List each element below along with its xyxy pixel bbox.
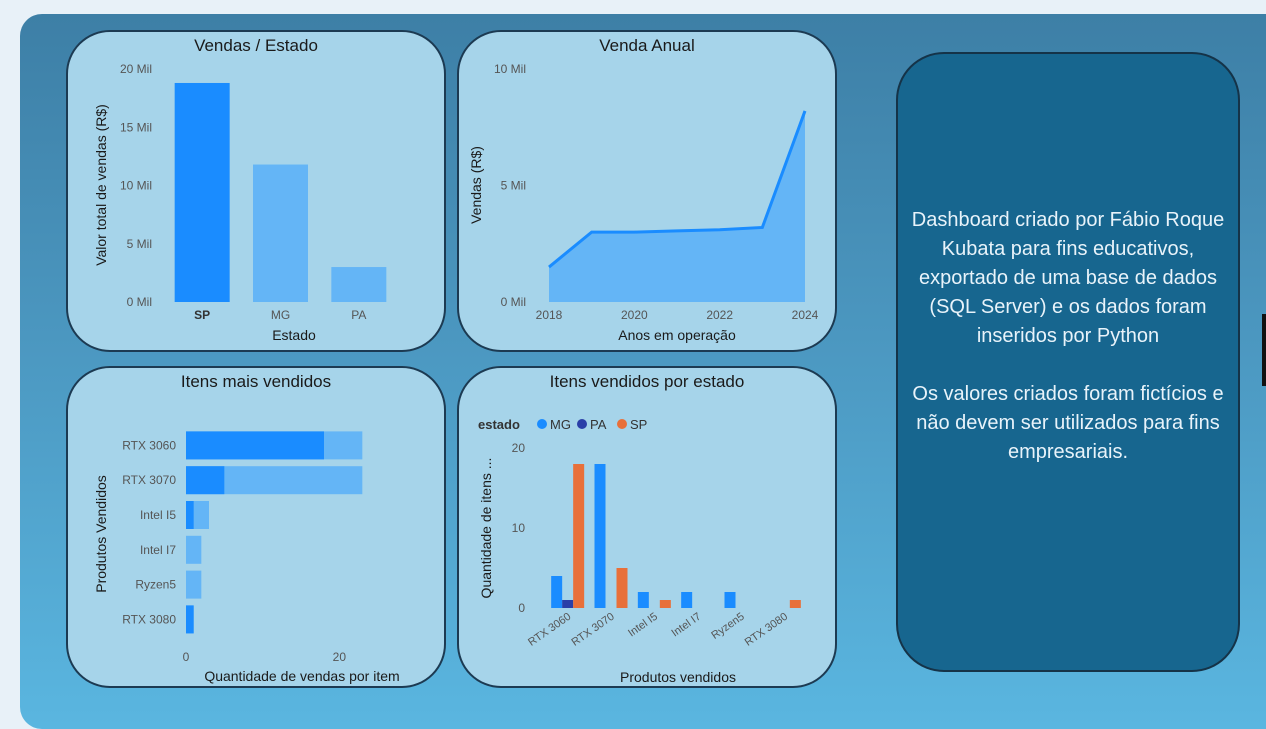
info-panel: Dashboard criado por Fábio Roque Kubata … [896,52,1240,672]
x-tick-label: 2022 [706,308,733,322]
bar-highlight [186,431,324,460]
y-tick-label: 15 Mil [120,120,152,134]
y-tick-label: 5 Mil [127,237,152,251]
itens-por-estado-chart: estado MG PA SP 0 10 20 Quantidade de itens ...… [478,417,801,685]
info-paragraph-2: Os valores criados foram fictícios e não… [912,383,1224,463]
y-tick-label: Intel I5 [140,508,176,522]
x-axis-label: Estado [272,327,316,343]
y-tick-label: 10 Mil [494,62,526,76]
y-tick-label: 0 Mil [501,295,526,309]
y-axis-label: Valor total de vendas (R$) [93,104,109,266]
info-paragraph-1: Dashboard criado por Fábio Roque Kubata … [911,209,1225,347]
bar-sp [616,568,628,608]
bar-mg [551,576,563,608]
bar-sp [659,600,671,608]
x-tick-label: PA [351,308,366,322]
y-axis-label: Produtos Vendidos [93,475,109,593]
x-tick-label: Intel I7 [669,611,703,640]
bar [174,82,230,302]
y-tick-label: RTX 3080 [122,612,176,626]
bar-mg [724,592,736,608]
y-axis-label: Quantidade de itens ... [478,458,494,599]
legend-marker [537,419,547,429]
y-tick-label: 20 Mil [120,62,152,76]
y-tick-label: RTX 3070 [122,473,176,487]
y-tick-label: Ryzen5 [135,578,176,592]
bar-total [186,535,202,564]
area-fill [549,110,805,302]
y-tick-label: Intel I7 [140,543,176,557]
y-axis-label: Vendas (R$) [468,146,484,224]
chart-title: Venda Anual [599,36,695,55]
bar-total [186,570,202,599]
bar [253,164,308,302]
card-venda-anual[interactable]: Venda Anual 0 Mil 5 Mil 10 Mil Vendas (R$) 2… [457,30,837,352]
chart-title: Itens mais vendidos [180,372,332,391]
bar-sp [789,600,801,608]
y-tick-label: 20 [512,441,526,455]
venda-anual-chart: 0 Mil 5 Mil 10 Mil Vendas (R$) 2018 2020 2022 2… [468,62,819,343]
legend-label: PA [590,417,607,432]
y-tick-label: 0 [518,601,525,615]
bar-sp [573,464,585,608]
legend-label: MG [550,417,571,432]
x-tick-label: 2020 [621,308,648,322]
legend-marker [577,419,587,429]
itens-mais-vendidos-chart: RTX 3060 RTX 3070 Intel I5 Intel I7 Ryzen5 RT… [93,431,400,684]
x-tick-label: 2024 [792,308,819,322]
bar-highlight [186,501,194,529]
x-tick-label: Ryzen5 [709,611,746,642]
bar-highlight [186,466,225,495]
chart-title: Vendas / Estado [194,36,318,55]
card-vendas-estado[interactable]: Vendas / Estado 0 Mil 5 Mil 10 Mil 15 Mil 20… [66,30,446,352]
legend-label: SP [630,417,647,432]
area-line [548,110,807,269]
bar-mg [681,592,693,608]
legend-title: estado [478,417,520,432]
x-tick-label: RTX 3080 [743,611,790,649]
x-tick-label: RTX 3070 [569,611,616,649]
info-text: Dashboard criado por Fábio Roque Kubata … [908,206,1228,496]
bar-pa [562,600,574,608]
x-tick-label: 2018 [536,308,563,322]
x-tick-label: SP [194,308,210,322]
x-tick-label: 20 [333,650,347,664]
x-tick-label: MG [271,308,290,322]
x-axis-label: Produtos vendidos [620,669,736,685]
chart-title: Itens vendidos por estado [549,372,745,391]
bar [331,267,387,302]
x-axis-label: Quantidade de vendas por item [204,668,399,684]
vendas-estado-chart: 0 Mil 5 Mil 10 Mil 15 Mil 20 Mil Valor total … [93,62,387,343]
card-itens-mais-vendidos[interactable]: Itens mais vendidos RTX 3060 RTX 3070 Inte… [66,366,446,688]
y-tick-label: 10 [512,521,526,535]
y-tick-label: 5 Mil [501,179,526,193]
bar-mg [637,592,649,608]
edge-marker [1262,314,1266,386]
y-tick-label: RTX 3060 [122,438,176,452]
y-tick-label: 0 Mil [127,295,152,309]
x-axis-label: Anos em operação [618,327,736,343]
card-itens-por-estado[interactable]: Itens vendidos por estado estado MG PA SP 0 1… [457,366,837,688]
legend-marker [617,419,627,429]
x-tick-label: RTX 3060 [526,611,573,649]
bar-highlight [186,605,194,634]
bar-mg [594,464,606,608]
y-tick-label: 10 Mil [120,179,152,193]
x-tick-label: Intel I5 [626,611,660,640]
x-tick-label: 0 [183,650,190,664]
